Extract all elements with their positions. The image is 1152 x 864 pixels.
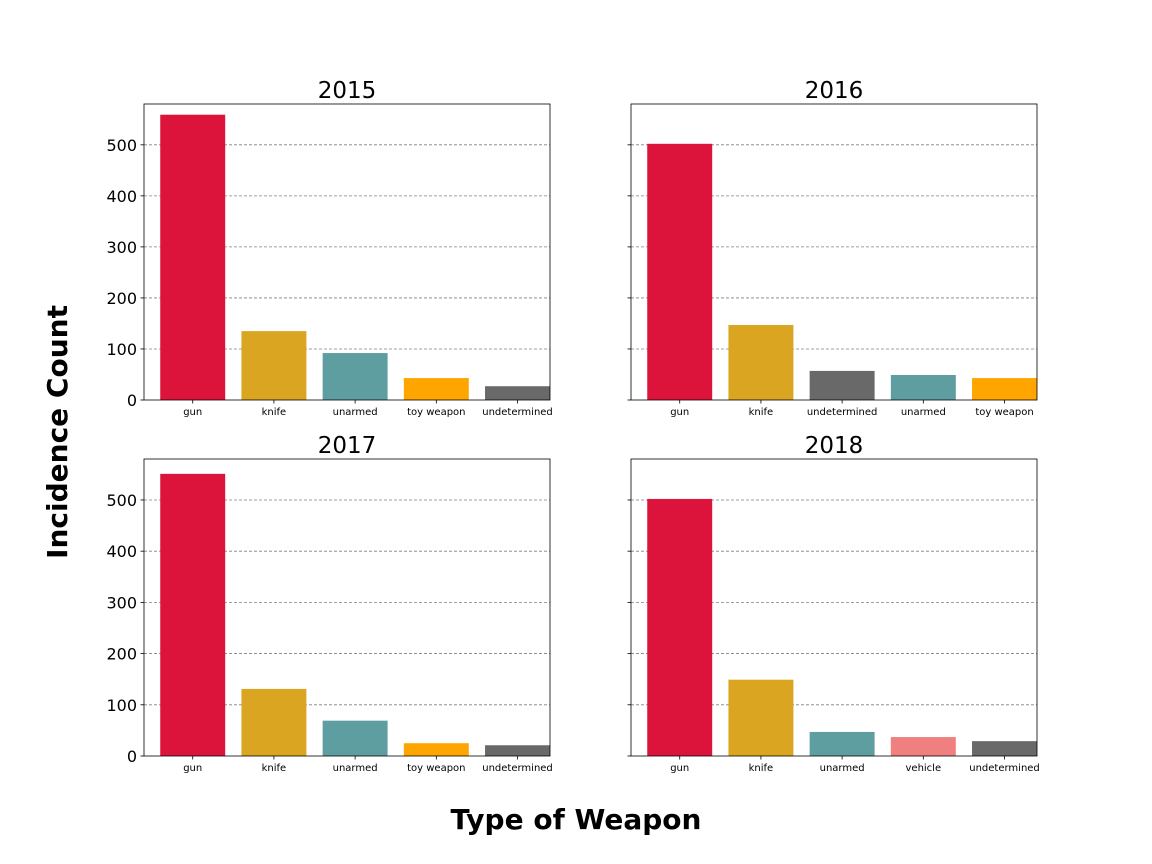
y-tick-label: 100 <box>106 340 137 359</box>
bar-knife <box>241 331 307 400</box>
chart-panels: gun knife unarmed toy weapon undetermined 0 10… <box>106 78 1039 774</box>
bar-unarmed <box>890 374 956 400</box>
x-tick-label: toy weapon <box>407 763 465 774</box>
bar-gun <box>647 498 713 756</box>
bar-undetermined <box>809 370 875 400</box>
y-tick-label: 0 <box>127 747 137 766</box>
y-tick-label: 200 <box>106 645 137 664</box>
plot-frame <box>143 458 551 757</box>
bar-toy-weapon <box>403 743 469 756</box>
x-tick-label: undetermined <box>969 763 1040 774</box>
x-tick-label: unarmed <box>333 407 378 418</box>
bar-gun <box>647 143 713 401</box>
x-tick-label: gun <box>670 763 689 774</box>
x-tick-label: gun <box>183 407 202 418</box>
bar-knife <box>728 324 794 400</box>
bar-unarmed <box>322 720 388 756</box>
chart-panel-2018: gun knife unarmed vehicle undetermined 2018 <box>627 433 1040 774</box>
x-tick-label: toy weapon <box>975 407 1033 418</box>
x-tick-label: unarmed <box>901 407 946 418</box>
x-tick-label: unarmed <box>333 763 378 774</box>
x-tick-label: knife <box>262 407 287 418</box>
panel-title: 2015 <box>318 78 377 104</box>
plot-frame <box>630 103 1038 401</box>
chart-panel-2016: gun knife undetermined unarmed toy weapon 201… <box>627 78 1038 418</box>
x-axis-label: Type of Weapon <box>451 803 702 836</box>
bar-gun <box>160 473 226 756</box>
bar-toy-weapon <box>403 378 469 400</box>
x-tick-label: gun <box>670 407 689 418</box>
bar-undetermined <box>485 386 550 400</box>
y-tick-label: 500 <box>106 136 137 155</box>
bar-undetermined <box>485 745 550 756</box>
panel-title: 2018 <box>805 433 864 459</box>
y-tick-label: 400 <box>106 542 137 561</box>
bar-unarmed <box>322 353 388 400</box>
y-tick-label: 400 <box>106 187 137 206</box>
x-tick-label: vehicle <box>906 763 942 774</box>
chart-panel-2017: gun knife unarmed toy weapon undetermined 0 10… <box>106 433 552 774</box>
x-tick-label: unarmed <box>820 763 865 774</box>
panel-title: 2016 <box>805 78 864 104</box>
x-tick-label: knife <box>749 407 774 418</box>
bar-vehicle <box>890 737 956 756</box>
panel-title: 2017 <box>318 433 377 459</box>
y-axis-label: Incidence Count <box>41 305 74 559</box>
x-tick-label: gun <box>183 763 202 774</box>
y-tick-label: 300 <box>106 238 137 257</box>
x-tick-label: undetermined <box>482 763 553 774</box>
y-tick-label: 300 <box>106 593 137 612</box>
y-tick-label: 100 <box>106 696 137 715</box>
chart-panel-2015: gun knife unarmed toy weapon undetermined 0 10… <box>106 78 552 418</box>
bar-knife <box>241 688 307 756</box>
plot-frame <box>630 458 1038 757</box>
x-tick-label: knife <box>262 763 287 774</box>
bar-knife <box>728 679 794 756</box>
y-tick-label: 500 <box>106 491 137 510</box>
x-tick-label: toy weapon <box>407 407 465 418</box>
x-tick-label: undetermined <box>807 407 878 418</box>
bar-unarmed <box>809 731 875 756</box>
x-tick-label: knife <box>749 763 774 774</box>
bar-toy-weapon <box>972 378 1037 400</box>
y-tick-label: 200 <box>106 289 137 308</box>
plot-frame <box>143 103 551 401</box>
y-tick-label: 0 <box>127 391 137 410</box>
bar-undetermined <box>972 741 1037 756</box>
bar-gun <box>160 114 226 401</box>
x-tick-label: undetermined <box>482 407 553 418</box>
